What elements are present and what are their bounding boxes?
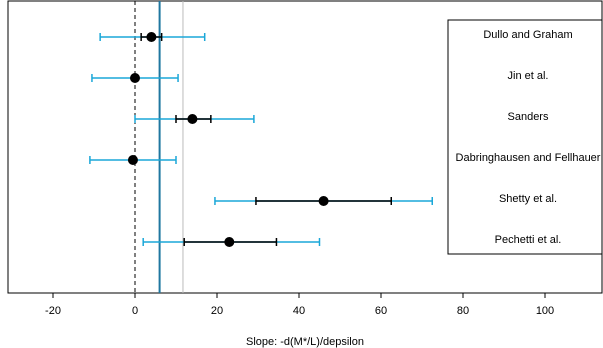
x-axis-title: Slope: -d(M*/L)/depsilon	[246, 336, 364, 348]
estimate-points	[127, 32, 329, 247]
legend-label-5: Pechetti et al.	[495, 234, 562, 246]
legend-label-4: Shetty et al.	[499, 193, 557, 205]
x-tick-label-6: 100	[536, 305, 554, 317]
x-tick-label-1: 0	[132, 305, 138, 317]
estimate-point-0	[146, 32, 157, 42]
x-tick-label-4: 60	[375, 305, 387, 317]
x-tick-label-5: 80	[457, 305, 469, 317]
legend-label-1: Jin et al.	[508, 70, 549, 82]
legend-label-2: Sanders	[508, 111, 549, 123]
x-axis: -20 0 20 40 60 80 100	[45, 293, 554, 317]
confidence-intervals	[89, 33, 433, 246]
estimate-point-4	[318, 196, 329, 206]
x-tick-label-2: 20	[211, 305, 223, 317]
legend: Dullo and Graham Jin et al. Sanders Dabring…	[447, 19, 603, 255]
estimate-point-5	[224, 237, 235, 247]
reference-lines	[134, 1, 184, 293]
legend-label-0: Dullo and Graham	[483, 29, 572, 41]
legend-box	[447, 19, 603, 255]
estimate-point-1	[130, 73, 140, 83]
estimate-point-2	[187, 114, 198, 124]
estimate-point-3	[127, 155, 138, 165]
x-tick-label-0: -20	[45, 305, 61, 317]
x-tick-label-3: 40	[293, 305, 305, 317]
legend-label-3: Dabringhausen and Fellhauer	[456, 152, 601, 164]
